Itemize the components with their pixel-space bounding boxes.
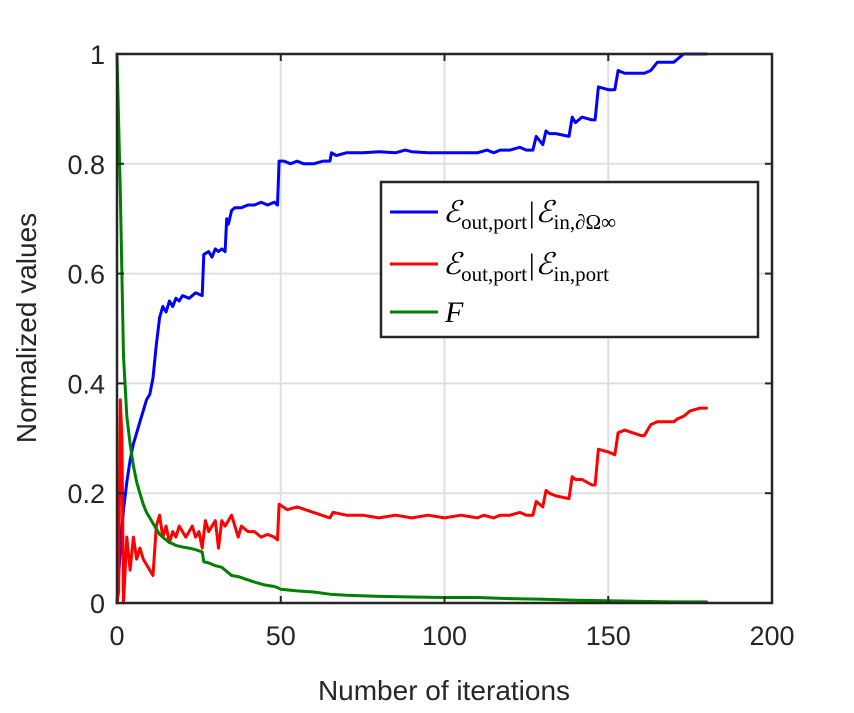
legend-entry-2: F: [444, 296, 464, 329]
x-tick-label: 50: [266, 621, 296, 651]
legend-box: [379, 180, 760, 339]
series-line-0: [115, 52, 708, 605]
y-tick-label: 0.6: [67, 260, 105, 290]
x-tick-label: 100: [422, 621, 467, 651]
y-tick-label: 0.8: [67, 150, 105, 180]
x-tick-label: 200: [749, 621, 794, 651]
x-axis-label: Number of iterations: [318, 675, 570, 706]
y-tick-label: 1: [90, 40, 105, 70]
series-line-1: [115, 398, 708, 605]
series-lines: [115, 52, 708, 605]
legend: ℰout,port|ℰin,∂Ω∞ ℰout,port|ℰin,port F: [379, 180, 760, 339]
series-line-2: [115, 52, 708, 604]
x-tick-label: 0: [109, 621, 124, 651]
axis-ticks: [116, 53, 773, 604]
legend-entry-0: ℰout,port|ℰin,∂Ω∞: [443, 196, 616, 234]
y-tick-label: 0.2: [67, 479, 105, 509]
y-tick-label: 0: [90, 589, 105, 619]
y-tick-label: 0.4: [67, 369, 105, 399]
y-axis-label: Normalized values: [11, 213, 42, 443]
tick-labels: 0 50 100 150 200 0 0.2 0.4 0.6 0.8 1: [67, 40, 794, 651]
x-tick-label: 150: [586, 621, 631, 651]
legend-entry-1: ℰout,port|ℰin,port: [443, 248, 609, 286]
